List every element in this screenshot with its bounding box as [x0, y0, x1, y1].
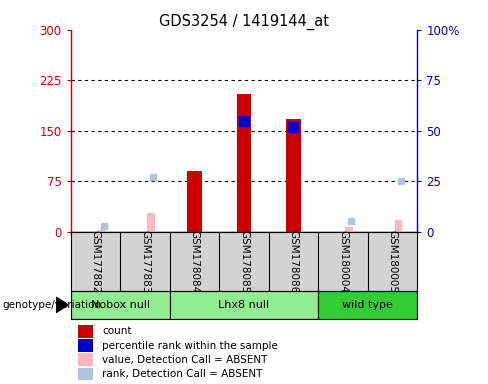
Text: Nobox null: Nobox null	[91, 300, 150, 310]
Text: GSM177882: GSM177882	[90, 230, 101, 293]
Bar	[318, 291, 417, 319]
Bar	[345, 227, 353, 232]
Text: count: count	[102, 326, 131, 336]
Text: rank, Detection Call = ABSENT: rank, Detection Call = ABSENT	[102, 369, 263, 379]
Bar	[147, 213, 155, 232]
Bar	[71, 291, 170, 319]
Bar	[237, 94, 251, 232]
Text: genotype/variation: genotype/variation	[2, 300, 102, 310]
Bar	[286, 119, 301, 232]
Bar	[78, 339, 93, 352]
Text: wild type: wild type	[342, 300, 393, 310]
Text: GSM177883: GSM177883	[140, 230, 150, 293]
Text: GSM180005: GSM180005	[387, 230, 398, 293]
Bar	[170, 291, 318, 319]
Text: percentile rank within the sample: percentile rank within the sample	[102, 341, 278, 351]
Bar	[78, 325, 93, 338]
Text: GSM178084: GSM178084	[189, 230, 200, 293]
Bar	[187, 171, 202, 232]
Bar	[78, 353, 93, 366]
Text: GDS3254 / 1419144_at: GDS3254 / 1419144_at	[159, 13, 329, 30]
Text: GSM180004: GSM180004	[338, 230, 348, 293]
Bar	[395, 220, 402, 232]
Text: GSM178085: GSM178085	[239, 230, 249, 293]
Bar	[78, 367, 93, 381]
Text: GSM178086: GSM178086	[288, 230, 299, 293]
Text: value, Detection Call = ABSENT: value, Detection Call = ABSENT	[102, 355, 267, 365]
Text: Lhx8 null: Lhx8 null	[219, 300, 269, 310]
Bar	[98, 230, 105, 232]
Polygon shape	[56, 297, 68, 313]
